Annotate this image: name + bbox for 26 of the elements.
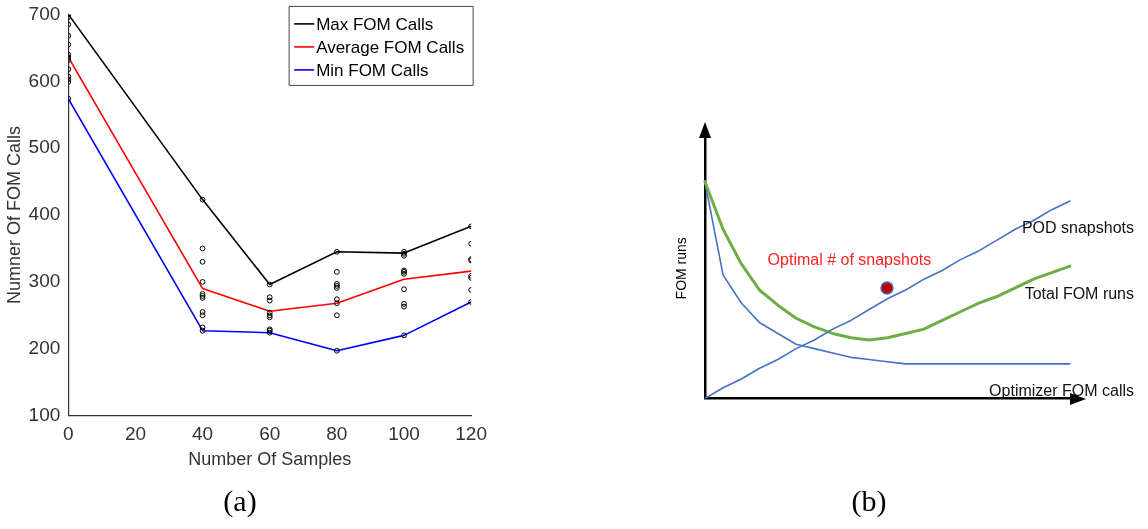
x-tick-label: 60 (259, 423, 281, 445)
y-tick-label: 200 (28, 336, 61, 358)
y-tick-label: 400 (28, 203, 61, 225)
x-tick-label: 20 (124, 423, 147, 445)
text: (a) (223, 483, 257, 518)
series-label: Total FOM runs (1024, 284, 1134, 302)
y-axis-title: FOM runs (673, 237, 690, 300)
y-tick-label: 300 (28, 270, 61, 292)
x-tick-label: 100 (388, 423, 420, 445)
series-label: Optimizer FOM calls (989, 382, 1134, 400)
x-tick-label: 40 (192, 423, 214, 445)
x-tick-label: 120 (455, 423, 487, 445)
annotation: Optimal # of snapshots (767, 251, 932, 269)
y-tick-label: 500 (28, 136, 61, 158)
y-tick-label: 600 (28, 69, 61, 91)
y-tick-label: 700 (28, 2, 61, 24)
y-tick-label: 100 (28, 403, 61, 425)
x-tick-label: 80 (326, 423, 348, 445)
legend-label: Max FOM Calls (316, 14, 434, 34)
x-tick-label: 0 (63, 423, 74, 445)
legend-label: Min FOM Calls (316, 60, 429, 80)
y-axis-title: Numner Of FOM Calls (3, 125, 24, 305)
series-label: POD snapshots (1021, 219, 1134, 237)
text: (b) (851, 483, 887, 518)
legend-label: Average FOM Calls (316, 37, 465, 57)
x-axis-title: Number Of Samples (188, 449, 352, 470)
